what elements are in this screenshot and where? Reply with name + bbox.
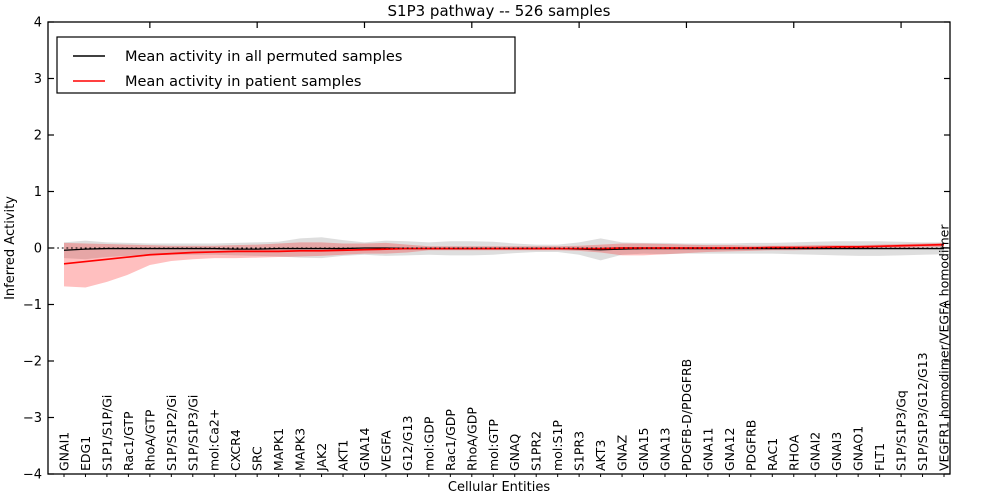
y-tick-label: −1 bbox=[23, 298, 42, 313]
y-tick-label: −3 bbox=[23, 411, 42, 426]
legend-box bbox=[56, 36, 516, 94]
chart-title: S1P3 pathway -- 526 samples bbox=[388, 2, 611, 20]
y-tick-label: 2 bbox=[34, 129, 42, 144]
x-tick-label: GNAQ bbox=[507, 434, 522, 471]
x-tick-label: GNA14 bbox=[357, 427, 372, 471]
x-tick-label: GNAI3 bbox=[829, 432, 844, 471]
x-tick-label: S1P/S1P3/Gi bbox=[185, 395, 200, 471]
y-tick-label: −2 bbox=[23, 355, 42, 370]
x-tick-label: mol:GDP bbox=[421, 416, 436, 471]
x-tick-label: GNAZ bbox=[615, 435, 630, 471]
x-tick-label: RHOA bbox=[786, 434, 801, 471]
band-patient bbox=[64, 242, 944, 288]
y-tick-label: 4 bbox=[34, 16, 42, 31]
confidence-bands bbox=[64, 237, 944, 288]
x-tick-label: GNA15 bbox=[636, 428, 651, 472]
x-tick-label: S1P/S1P2/Gi bbox=[164, 395, 179, 471]
y-tick-label: 0 bbox=[34, 242, 42, 257]
x-tick-label: GNA11 bbox=[700, 428, 715, 472]
x-tick-label: PDGFRB bbox=[743, 420, 758, 471]
y-tick-label: 3 bbox=[34, 72, 42, 87]
x-tick-label: MAPK1 bbox=[271, 428, 286, 471]
x-tick-label: EDG1 bbox=[78, 436, 93, 471]
x-tick-label: Rac1/GDP bbox=[443, 409, 458, 471]
x-tick-label: RAC1 bbox=[765, 438, 780, 471]
x-tick-label: GNA13 bbox=[657, 428, 672, 472]
x-tick-label: RhoA/GTP bbox=[142, 409, 157, 471]
y-axis-label: Inferred Activity bbox=[3, 196, 18, 300]
x-tick-label: S1PR2 bbox=[529, 431, 544, 471]
x-tick-label: S1P/S1P3/G12/G13 bbox=[915, 352, 930, 471]
x-tick-label: RhoA/GDP bbox=[464, 407, 479, 471]
y-tick-label: 1 bbox=[34, 185, 42, 200]
x-tick-label: VEGFA bbox=[378, 430, 393, 471]
legend-label-patient: Mean activity in patient samples bbox=[125, 74, 361, 90]
x-tick-label: AKT1 bbox=[336, 440, 351, 471]
x-tick-label: mol:Ca2+ bbox=[207, 409, 222, 471]
plot-frame bbox=[47, 21, 951, 475]
mean-line-patient bbox=[63, 243, 945, 265]
y-tick-label: −4 bbox=[23, 468, 42, 483]
series-lines bbox=[63, 243, 945, 265]
x-tick-label: G12/G13 bbox=[400, 416, 415, 471]
legend-label-permuted: Mean activity in all permuted samples bbox=[125, 49, 402, 65]
x-tick-label: GNA12 bbox=[722, 428, 737, 472]
x-tick-label: AKT3 bbox=[593, 440, 608, 471]
x-tick-label: S1P1/S1P/Gi bbox=[99, 395, 114, 471]
legend: Mean activity in all permuted samples Me… bbox=[56, 36, 516, 94]
x-tick-label: VEGFR1 homodimer/VEGFA homodimer bbox=[937, 224, 952, 471]
x-tick-label: FLT1 bbox=[872, 443, 887, 471]
x-tick-label: JAK2 bbox=[314, 443, 329, 472]
x-axis-label: Cellular Entities bbox=[448, 480, 550, 495]
x-tick-label: SRC bbox=[250, 446, 265, 471]
x-tick-label: S1P/S1P3/Gq bbox=[894, 390, 909, 471]
x-tick-label: GNAO1 bbox=[851, 426, 866, 471]
x-tick-label: Rac1/GTP bbox=[121, 411, 136, 471]
x-tick-label: CXCR4 bbox=[228, 429, 243, 471]
x-tick-label: PDGFB-D/PDGFRB bbox=[679, 359, 694, 471]
x-tick-label: GNAI2 bbox=[808, 432, 823, 471]
axes-and-ticks: −4 −3 −2 −1 0 1 2 3 4 GNAI1 EDG1 S1P1/S1P/Gi Rac1/GT… bbox=[23, 16, 952, 483]
x-tick-label: MAPK3 bbox=[293, 428, 308, 471]
x-tick-label: mol:S1P bbox=[550, 420, 565, 471]
x-tick-label: S1PR3 bbox=[572, 431, 587, 471]
x-tick-label: GNAI1 bbox=[57, 432, 72, 471]
x-tick-label: mol:GTP bbox=[486, 419, 501, 471]
